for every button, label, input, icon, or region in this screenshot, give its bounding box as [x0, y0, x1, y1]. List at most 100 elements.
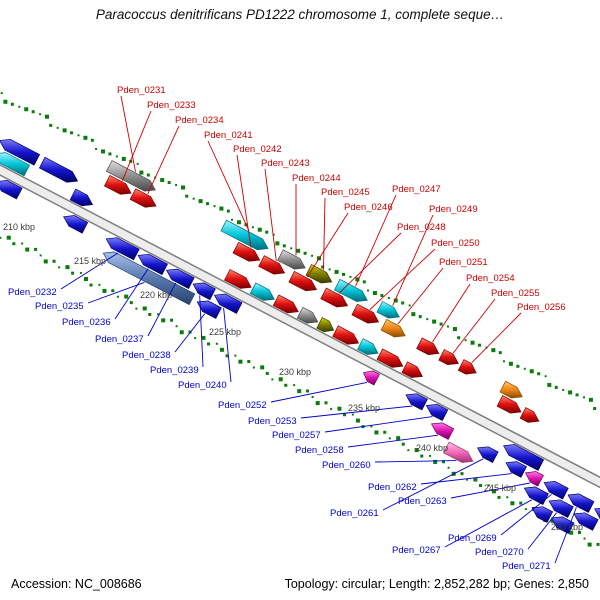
gene-label[interactable]: Pden_0254 — [466, 273, 515, 284]
gene-label[interactable]: Pden_0245 — [321, 187, 370, 198]
gene-arrow-Pden_0240[interactable] — [213, 293, 243, 314]
gene-arrow-Pden_0234[interactable] — [129, 188, 157, 208]
gene-arrow-Pden_0252[interactable] — [363, 370, 380, 386]
gene-label[interactable]: Pden_0246 — [344, 202, 393, 213]
gene-arrow[interactable] — [376, 348, 404, 368]
gene-arrow-Pden_0237[interactable] — [165, 268, 195, 289]
gene-label[interactable]: Pden_0243 — [261, 158, 310, 169]
scale-label: 210 kbp — [3, 222, 35, 232]
gene-label[interactable]: Pden_0256 — [517, 302, 566, 313]
gene-arrow[interactable] — [38, 156, 79, 183]
gene-label[interactable]: Pden_0247 — [392, 184, 441, 195]
gene-arrow-Pden_0263[interactable] — [524, 471, 544, 487]
gene-arrow[interactable] — [519, 407, 540, 423]
gene-labels: Pden_0231 Pden_0233 Pden_0234 Pden_0241 Pden… — [8, 85, 577, 572]
gene-arrow[interactable] — [573, 512, 599, 531]
leader-line — [323, 197, 326, 270]
gene-label[interactable]: Pden_0232 — [8, 287, 57, 298]
gene-label[interactable]: Pden_0251 — [439, 257, 488, 268]
gene-arrow-Pden_0258[interactable] — [430, 422, 455, 440]
gene-arrow-Pden_0250[interactable] — [351, 303, 380, 324]
gene-label[interactable]: Pden_0269 — [448, 533, 497, 544]
gene-label[interactable]: Pden_0238 — [122, 350, 171, 361]
gene-arrow-Pden_0244[interactable] — [277, 249, 306, 270]
gene-arrow-Pden_0236[interactable] — [137, 253, 168, 276]
gene-label[interactable]: Pden_0231 — [117, 85, 166, 96]
gene-label[interactable]: Pden_0241 — [204, 130, 253, 141]
gene-arrow-Pden_0233[interactable] — [103, 174, 132, 195]
gene-arrow[interactable] — [496, 395, 522, 414]
gene-arrow[interactable] — [401, 361, 423, 378]
gene-arrow-Pden_0270[interactable] — [548, 499, 574, 518]
gene-arrow[interactable] — [357, 338, 379, 355]
gene-arrow[interactable] — [499, 380, 523, 399]
gene-arrow-Pden_0261[interactable] — [477, 446, 499, 463]
gene-label[interactable]: Pden_0244 — [292, 173, 341, 184]
gene-label[interactable]: Pden_0249 — [429, 204, 478, 215]
gene-arrow-Pden_0242[interactable] — [232, 241, 261, 262]
gene-label[interactable]: Pden_0239 — [150, 365, 199, 376]
gene-arrow[interactable] — [0, 180, 23, 200]
gene-arrow[interactable] — [594, 507, 600, 527]
gene-arrow-Pden_0232[interactable] — [105, 237, 140, 261]
gene-label[interactable]: Pden_0258 — [295, 445, 344, 456]
leader-line — [382, 458, 484, 511]
gene-label[interactable]: Pden_0248 — [397, 222, 446, 233]
gene-label[interactable]: Pden_0263 — [398, 496, 447, 507]
gene-label[interactable]: Pden_0255 — [491, 288, 540, 299]
gene-arrow-Pden_0239[interactable] — [192, 282, 216, 301]
gene-arrow-Pden_0235[interactable] — [102, 251, 196, 306]
gene-arrow-Pden_0243[interactable] — [258, 255, 286, 275]
gene-label[interactable]: Pden_0235 — [35, 301, 84, 312]
gene-arrow-Pden_0231[interactable] — [105, 160, 156, 192]
leader-line — [444, 499, 533, 548]
gene-arrow[interactable] — [332, 325, 360, 345]
gene-arrow-Pden_0256[interactable] — [457, 359, 477, 375]
gene-arrow-Pden_0248[interactable] — [320, 287, 349, 308]
gene-label[interactable]: Pden_0267 — [392, 545, 441, 556]
gene-arrow[interactable] — [0, 138, 41, 166]
gene-label[interactable]: Pden_0250 — [431, 238, 480, 249]
gene-label[interactable]: Pden_0261 — [330, 508, 379, 519]
gene-arrow[interactable] — [531, 506, 554, 523]
gene-label[interactable]: Pden_0233 — [147, 100, 196, 111]
gene-label[interactable]: Pden_0242 — [233, 144, 282, 155]
gene-arrow-Pden_0262[interactable] — [505, 461, 527, 478]
leader-line — [338, 232, 402, 294]
gene-label[interactable]: Pden_0237 — [95, 334, 144, 345]
gene-arrow-Pden_0249[interactable] — [376, 301, 400, 319]
gene-arrow[interactable] — [316, 317, 335, 333]
gene-arrow-Pden_0260[interactable] — [443, 441, 474, 463]
gene-arrow[interactable] — [63, 215, 89, 234]
gene-label[interactable]: Pden_0262 — [368, 482, 417, 493]
gene-label[interactable]: Pden_0252 — [218, 400, 267, 411]
gene-label[interactable]: Pden_0260 — [322, 460, 371, 471]
gene-label[interactable]: Pden_0236 — [62, 317, 111, 328]
gene-label[interactable]: Pden_0271 — [502, 561, 551, 572]
gene-arrow[interactable] — [69, 188, 94, 207]
gene-arrow-Pden_0257[interactable] — [425, 403, 449, 421]
gene-arrow[interactable] — [296, 306, 319, 324]
gene-arrow-Pden_0271[interactable] — [567, 493, 595, 513]
gene-arrow-Pden_0238[interactable] — [196, 300, 222, 319]
gene-arrow[interactable] — [503, 444, 545, 471]
gene-label[interactable]: Pden_0257 — [272, 430, 321, 441]
gene-arrow-Pden_0253[interactable] — [405, 393, 428, 411]
gene-label[interactable]: Pden_0240 — [178, 380, 227, 391]
gene-arrow-Pden_0241[interactable] — [220, 219, 269, 251]
gene-arrow-Pden_0251[interactable] — [380, 318, 406, 338]
gene-arrow[interactable] — [249, 282, 275, 301]
gene-arrow[interactable] — [0, 152, 31, 177]
gene-arrow[interactable] — [224, 269, 252, 289]
gene-arrow-Pden_0254[interactable] — [416, 337, 440, 355]
gene-label[interactable]: Pden_0270 — [475, 547, 524, 558]
gene-label[interactable]: Pden_0253 — [248, 416, 297, 427]
gene-label[interactable]: Pden_0234 — [175, 115, 224, 126]
gene-arrow-Pden_0246[interactable] — [288, 270, 318, 292]
gene-arrow-Pden_0269[interactable] — [543, 481, 569, 500]
gene-arrow-Pden_0247[interactable] — [333, 278, 368, 302]
gene-arrow-Pden_0255[interactable] — [438, 349, 459, 366]
leader-line — [207, 140, 250, 232]
gene-arrow[interactable] — [272, 294, 299, 314]
